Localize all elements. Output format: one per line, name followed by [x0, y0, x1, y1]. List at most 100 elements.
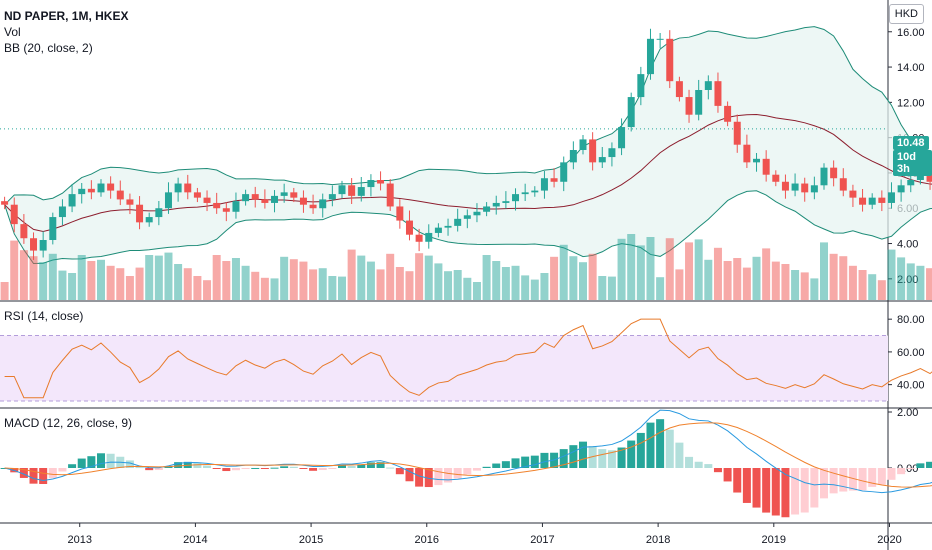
candle-body	[126, 199, 134, 205]
volume-legend: Vol	[4, 25, 21, 39]
time-tick-label: 2015	[299, 534, 323, 546]
volume-bar	[820, 242, 828, 300]
candle-body	[116, 190, 124, 200]
macd-histogram-bar	[569, 445, 578, 468]
macd-histogram-bar	[521, 456, 530, 468]
volume-bar	[482, 255, 491, 300]
volume-bar	[309, 269, 318, 300]
volume-bar	[10, 240, 19, 300]
candle-body	[810, 185, 818, 193]
macd-histogram-bar	[685, 456, 694, 468]
macd-histogram-bar	[839, 468, 848, 492]
volume-bar	[241, 265, 250, 300]
candle-body	[531, 190, 539, 193]
candle-body	[174, 183, 182, 193]
time-tick-label: 2017	[530, 534, 554, 546]
candle-body	[434, 227, 442, 233]
volume-bar	[405, 271, 414, 300]
bollinger-fill	[4, 26, 932, 264]
candle-body	[473, 211, 481, 216]
volume-bar	[87, 261, 96, 300]
candle-body	[222, 208, 230, 212]
rsi-legend: RSI (14, close)	[4, 309, 84, 323]
chart-title: ND PAPER, 1M, HKEX	[4, 9, 129, 23]
candle-body	[280, 192, 288, 196]
rsi-line	[4, 318, 932, 399]
macd-histogram-bar	[906, 468, 915, 469]
candle-body	[309, 204, 317, 209]
volume-bar	[742, 267, 751, 300]
macd-histogram-bar	[617, 447, 626, 468]
candle-body	[184, 183, 192, 193]
macd-histogram-bar	[318, 468, 327, 471]
macd-histogram-bar	[858, 468, 867, 491]
last-price-badge: 10.48	[893, 136, 929, 150]
volume-bar	[97, 259, 105, 300]
volume-bar	[511, 265, 520, 300]
price-tick-label: 16.00	[897, 27, 925, 39]
price-tick-label: 12.00	[897, 97, 925, 109]
candle-body	[425, 232, 433, 242]
macd-histogram-bar	[415, 468, 424, 487]
candle-body	[328, 194, 336, 200]
volume-bar	[386, 253, 395, 300]
candle-body	[377, 180, 385, 184]
candle-body	[290, 192, 298, 198]
candle-body	[502, 201, 510, 203]
macd-histogram-bar	[897, 468, 906, 475]
volume-bar	[463, 277, 472, 300]
volume-bar	[106, 265, 115, 300]
volume-bar	[694, 239, 703, 300]
macd-histogram-bar	[135, 467, 144, 469]
volume-bar	[260, 277, 269, 300]
macd-histogram-bar	[395, 468, 404, 475]
volume-bar	[781, 264, 790, 300]
candle-body	[357, 187, 365, 196]
candle-body	[714, 81, 722, 106]
volume-bar	[183, 268, 192, 300]
volume-bar	[270, 278, 279, 300]
volume-bar	[588, 253, 597, 300]
macd-histogram-bar	[328, 468, 337, 469]
macd-histogram-bar	[193, 463, 202, 468]
volume-bar	[424, 255, 433, 300]
candle-body	[675, 81, 683, 98]
volume-bar	[627, 234, 636, 300]
candle-body	[656, 38, 664, 40]
volume-bar	[434, 263, 443, 300]
macd-histogram-bar	[338, 465, 346, 468]
volume-bar	[174, 264, 183, 300]
macd-histogram-bar	[771, 468, 780, 516]
rsi-tick-label: 80.00	[897, 314, 925, 326]
macd-histogram-bar	[598, 449, 607, 468]
candle-body	[926, 172, 932, 182]
candle-body	[30, 238, 38, 251]
candle-body	[724, 105, 732, 122]
macd-histogram-bar	[241, 468, 250, 469]
volume-bar	[116, 268, 125, 300]
bollinger-legend: BB (20, close, 2)	[4, 41, 93, 55]
macd-histogram-bar	[434, 468, 443, 486]
macd-histogram-bar	[762, 468, 771, 513]
volume-bar	[251, 271, 260, 300]
candle-body	[164, 192, 172, 209]
macd-line	[4, 409, 932, 494]
volume-bar	[791, 270, 800, 300]
bollinger-lower-band	[4, 190, 932, 265]
macd-histogram-bar	[752, 468, 761, 508]
rsi-tick-label: 40.00	[897, 380, 925, 392]
macd-histogram-bar	[829, 468, 838, 494]
candle-body	[868, 197, 876, 205]
candle-body	[762, 158, 770, 175]
volume-bar	[848, 265, 857, 300]
candle-body	[916, 172, 924, 180]
time-tick-label: 2014	[183, 534, 207, 546]
currency-button[interactable]: HKD	[888, 4, 924, 24]
macd-histogram-bar	[868, 468, 877, 487]
macd-histogram-bar	[386, 467, 395, 469]
candle-body	[589, 139, 597, 163]
volume-bar	[800, 272, 809, 300]
volume-bar	[579, 262, 587, 300]
macd-histogram-bar	[289, 466, 298, 468]
volume-bar	[723, 261, 732, 300]
